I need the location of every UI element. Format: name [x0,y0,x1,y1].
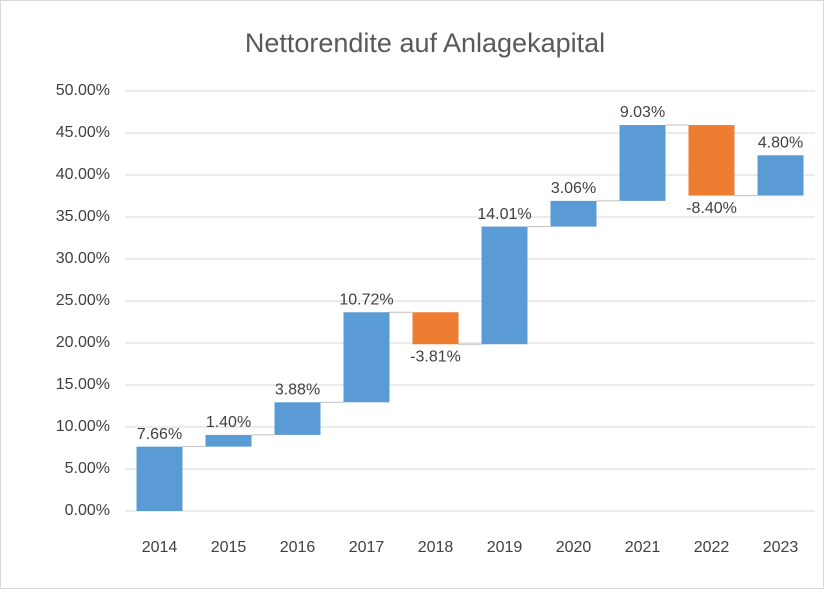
x-tick-label: 2016 [280,539,316,556]
bar [757,155,804,196]
bar [619,125,666,201]
y-tick-label: 40.00% [56,166,110,183]
x-tick-label: 2020 [556,539,592,556]
data-label: 14.01% [477,206,531,223]
x-tick-label: 2019 [487,539,523,556]
bar [136,446,183,511]
y-tick-label: 20.00% [56,334,110,351]
y-tick-label: 0.00% [65,502,110,519]
y-tick-label: 45.00% [56,124,110,141]
data-label: -8.40% [686,200,737,217]
y-tick-label: 10.00% [56,418,110,435]
bar [412,312,459,345]
y-tick-label: 35.00% [56,208,110,225]
x-tick-label: 2017 [349,539,385,556]
bar [688,125,735,196]
y-tick-label: 15.00% [56,376,110,393]
x-tick-label: 2023 [763,539,799,556]
x-tick-label: 2018 [418,539,454,556]
y-tick-label: 30.00% [56,250,110,267]
data-label: 10.72% [339,291,393,308]
x-tick-label: 2021 [625,539,661,556]
bar [481,226,528,345]
data-label: 3.88% [275,382,320,399]
chart-title: Nettorendite auf Anlagekapital [245,28,605,58]
bar [343,312,390,403]
x-tick-label: 2014 [142,539,178,556]
y-tick-label: 50.00% [56,82,110,99]
data-label: 9.03% [620,104,665,121]
data-label: -3.81% [410,348,461,365]
data-label: 1.40% [206,414,251,431]
bar [550,200,597,227]
y-tick-label: 25.00% [56,292,110,309]
x-tick-label: 2022 [694,539,730,556]
data-label: 3.06% [551,180,596,197]
x-tick-label: 2015 [211,539,247,556]
bar [205,434,252,447]
data-label: 4.80% [758,134,803,151]
data-label: 7.66% [137,426,182,443]
y-tick-label: 5.00% [65,460,110,477]
bar [274,402,321,435]
